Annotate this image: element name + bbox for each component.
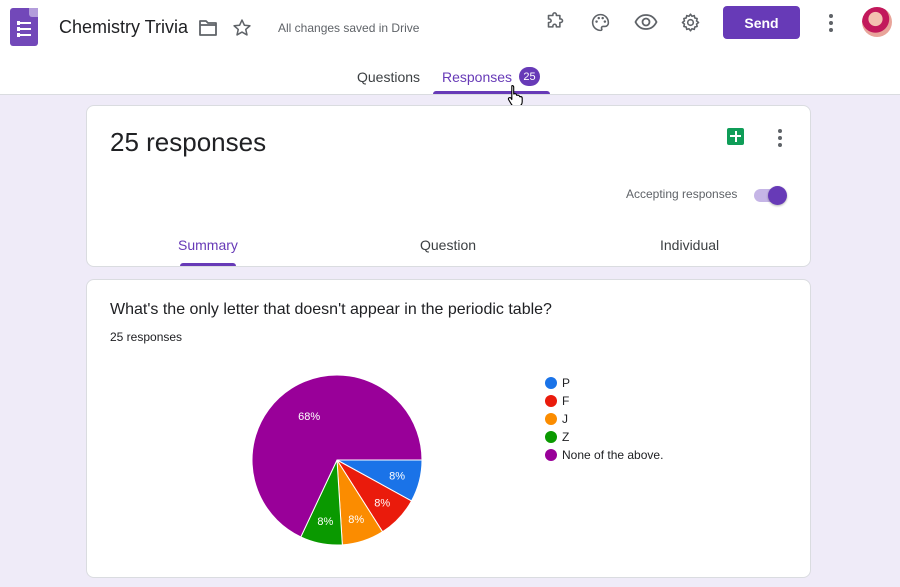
subtab-individual[interactable]: Individual bbox=[660, 237, 720, 253]
eye-icon[interactable] bbox=[633, 11, 659, 33]
responses-title: 25 responses bbox=[110, 127, 267, 157]
legend-label: F bbox=[562, 394, 570, 408]
legend-item: J bbox=[545, 410, 663, 428]
legend-label: Z bbox=[562, 430, 570, 444]
question-title: What's the only letter that doesn't appe… bbox=[110, 301, 552, 318]
pie-slice-label: 8% bbox=[389, 470, 405, 482]
tab-responses[interactable]: Responses bbox=[442, 69, 513, 85]
gear-icon[interactable] bbox=[679, 11, 701, 33]
tab-questions[interactable]: Questions bbox=[357, 69, 421, 85]
pie-slice-label: 68% bbox=[298, 411, 320, 423]
chart-legend: P F J Z None of the above. bbox=[545, 374, 663, 464]
active-tab-indicator bbox=[433, 91, 550, 94]
forms-logo-icon[interactable] bbox=[10, 8, 38, 46]
responses-count-badge: 25 bbox=[519, 67, 540, 86]
send-button[interactable]: Send bbox=[723, 6, 800, 39]
pie-slice-label: 8% bbox=[374, 497, 390, 509]
legend-swatch bbox=[545, 395, 557, 407]
folder-icon[interactable] bbox=[197, 17, 219, 39]
accepting-responses-label: Accepting responses bbox=[626, 187, 738, 201]
legend-item: None of the above. bbox=[545, 446, 663, 464]
question-response-count: 25 responses bbox=[110, 330, 183, 344]
legend-swatch bbox=[545, 413, 557, 425]
subtab-summary[interactable]: Summary bbox=[178, 237, 238, 253]
form-title[interactable]: Chemistry Trivia bbox=[59, 17, 189, 37]
legend-swatch bbox=[545, 449, 557, 461]
active-subtab-indicator bbox=[180, 263, 236, 266]
responses-summary-card: 25 responses Accepting responses Summary… bbox=[86, 105, 811, 267]
legend-item: Z bbox=[545, 428, 663, 446]
palette-icon[interactable] bbox=[589, 11, 611, 33]
accepting-responses-toggle[interactable] bbox=[752, 186, 788, 205]
pie-slice-label: 8% bbox=[317, 516, 333, 528]
star-icon[interactable] bbox=[231, 17, 253, 39]
pie-slice-label: 8% bbox=[348, 514, 364, 526]
legend-label: J bbox=[562, 412, 568, 426]
pie-slice[interactable] bbox=[251, 374, 423, 538]
sheets-icon[interactable] bbox=[727, 128, 744, 145]
subtab-question[interactable]: Question bbox=[420, 237, 477, 253]
more-vert-icon[interactable] bbox=[829, 14, 833, 32]
legend-swatch bbox=[545, 377, 557, 389]
pie-chart: 8% 8% 8% 8% 68% bbox=[251, 374, 423, 546]
addon-icon[interactable] bbox=[544, 11, 566, 33]
legend-swatch bbox=[545, 431, 557, 443]
legend-item: F bbox=[545, 392, 663, 410]
avatar[interactable] bbox=[862, 7, 892, 37]
legend-label: P bbox=[562, 376, 571, 390]
question-summary-card: What's the only letter that doesn't appe… bbox=[86, 279, 811, 578]
legend-label: None of the above. bbox=[562, 448, 664, 462]
pointer-cursor-icon bbox=[507, 84, 525, 113]
legend-item: P bbox=[545, 374, 663, 392]
save-status: All changes saved in Drive bbox=[278, 21, 420, 35]
top-bar: Chemistry Trivia All changes saved in Dr… bbox=[0, 0, 900, 95]
more-vert-icon[interactable] bbox=[778, 129, 782, 147]
form-tabs: Questions Responses bbox=[0, 60, 900, 95]
